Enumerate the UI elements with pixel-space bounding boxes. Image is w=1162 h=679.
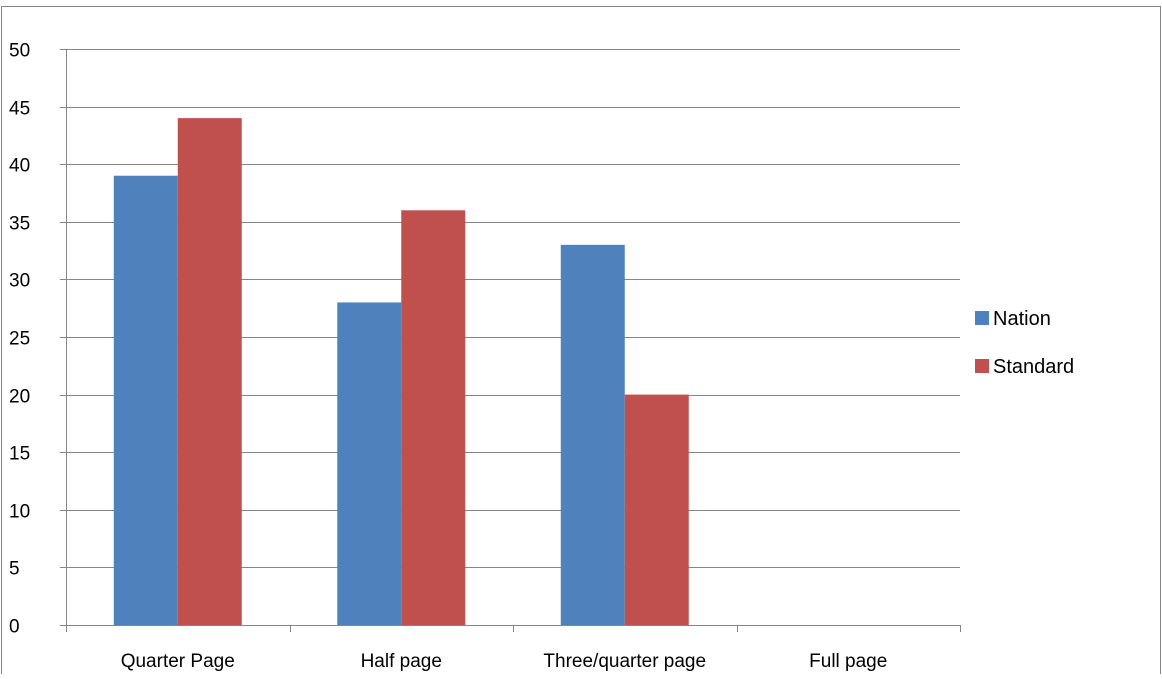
y-tick-label: 30 [9,271,30,292]
bar-nation-2 [560,244,625,625]
y-tick-label: 5 [9,559,20,580]
y-tick-label: 40 [9,156,30,177]
bar-standard-0 [177,118,242,626]
y-tick-label: 0 [9,617,20,638]
y-tick-label: 20 [9,387,30,408]
bar-standard-2 [624,394,689,625]
legend-swatch-nation [975,311,989,325]
bar-nation-0 [113,175,178,625]
x-tick-label: Half page [361,651,442,672]
y-tick-label: 15 [9,444,30,465]
x-tick-label: Quarter Page [121,651,235,672]
y-tick-label: 25 [9,329,30,350]
chart-border [1,6,1161,674]
x-tick-label: Three/quarter page [543,651,706,672]
y-tick-label: 50 [9,41,30,62]
legend-label-standard: Standard [993,356,1074,378]
legend-swatch-standard [975,359,989,373]
y-tick-label: 45 [9,99,30,120]
x-tick-label: Full page [809,651,887,672]
y-tick-label: 10 [9,502,30,523]
bar-nation-1 [337,302,402,625]
y-tick-label: 35 [9,214,30,235]
bar-standard-1 [401,210,466,625]
legend-label-nation: Nation [993,308,1051,330]
